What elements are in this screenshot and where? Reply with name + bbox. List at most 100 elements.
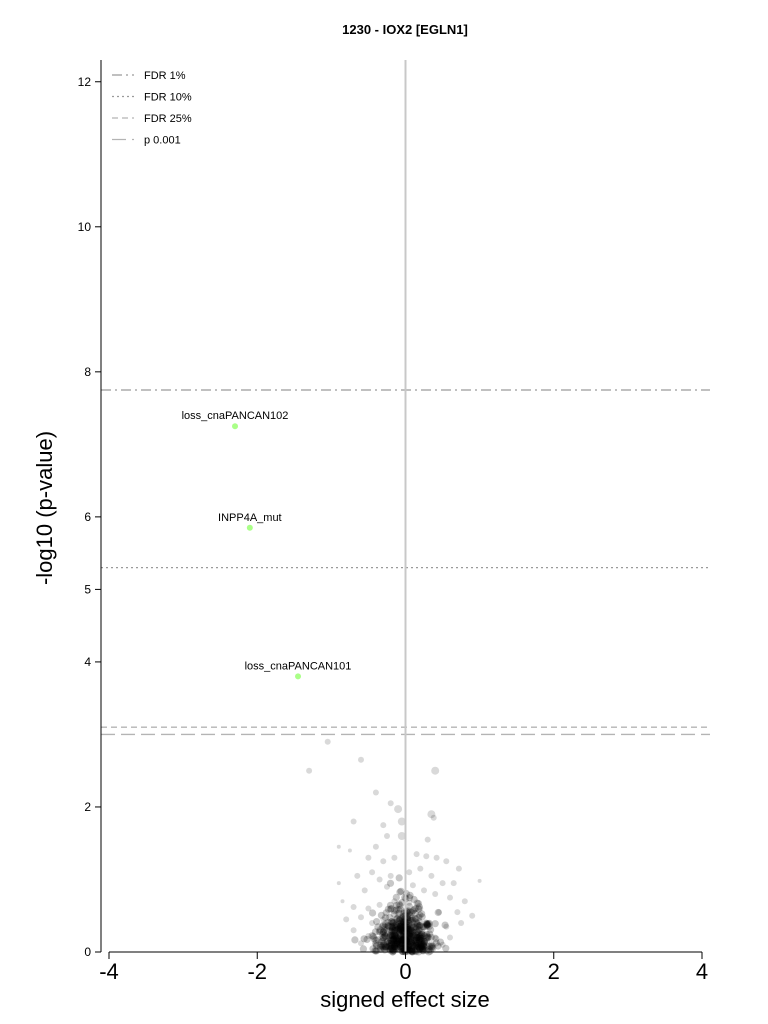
background-point	[386, 942, 394, 950]
background-point	[439, 880, 446, 887]
background-point	[387, 931, 395, 940]
background-point	[324, 738, 331, 745]
background-point	[411, 947, 419, 955]
x-axis-title: signed effect size	[320, 987, 490, 1012]
background-point	[393, 941, 401, 949]
background-point	[408, 947, 416, 955]
background-point	[377, 911, 385, 919]
background-point	[404, 941, 412, 949]
background-point	[377, 938, 386, 946]
background-point	[408, 908, 416, 917]
background-point	[414, 941, 422, 949]
background-point	[405, 894, 414, 902]
highlighted-point	[232, 423, 239, 430]
background-point	[412, 925, 420, 933]
background-point	[380, 858, 387, 865]
background-point	[384, 918, 392, 926]
background-point	[386, 901, 395, 909]
background-point	[423, 921, 431, 929]
background-point	[414, 921, 422, 929]
background-point	[395, 909, 403, 917]
background-point	[416, 921, 424, 930]
background-point	[395, 925, 403, 933]
background-point	[398, 920, 406, 929]
background-point	[434, 942, 442, 950]
background-point	[389, 935, 398, 944]
background-point	[419, 941, 427, 949]
background-point	[396, 916, 404, 924]
legend-label: FDR 10%	[144, 92, 192, 104]
background-point	[455, 865, 462, 872]
background-point	[389, 928, 397, 936]
background-point	[426, 947, 434, 955]
background-point	[447, 894, 453, 901]
background-point	[382, 920, 390, 928]
background-point	[388, 944, 396, 952]
background-point	[387, 941, 395, 949]
background-point	[419, 947, 427, 955]
background-point	[372, 936, 380, 945]
background-point	[385, 939, 393, 948]
background-point	[406, 899, 413, 906]
background-point	[396, 943, 405, 951]
background-point	[417, 943, 425, 951]
background-point	[422, 919, 430, 927]
background-point	[390, 939, 398, 947]
background-point	[428, 941, 436, 949]
background-point	[417, 932, 425, 941]
background-point	[407, 932, 415, 941]
background-point	[393, 940, 401, 948]
background-point	[406, 869, 413, 876]
background-point	[423, 934, 431, 942]
background-point	[418, 930, 426, 939]
background-point	[378, 941, 386, 950]
background-point	[427, 926, 435, 934]
background-point	[393, 943, 401, 951]
background-point	[409, 916, 417, 925]
background-point	[390, 940, 398, 948]
background-point	[418, 929, 426, 937]
background-point	[425, 922, 433, 931]
background-point	[406, 936, 414, 944]
background-point	[391, 928, 399, 936]
background-point	[395, 874, 403, 882]
background-point	[417, 941, 425, 949]
background-point	[432, 939, 440, 947]
background-point	[388, 932, 397, 941]
background-point	[423, 932, 431, 940]
background-point	[425, 919, 433, 928]
background-point	[391, 937, 399, 945]
background-point	[420, 939, 428, 947]
background-point	[415, 922, 423, 930]
background-point	[393, 944, 401, 952]
background-point	[388, 945, 396, 953]
background-point	[407, 941, 416, 950]
background-point	[408, 923, 416, 931]
background-point	[415, 943, 423, 951]
background-point	[392, 940, 400, 948]
background-point	[390, 932, 398, 940]
background-point	[394, 805, 403, 814]
background-point	[393, 940, 401, 948]
chart-title: 1230 - IOX2 [EGLN1]	[342, 22, 468, 37]
background-point	[378, 937, 387, 945]
background-point	[380, 916, 387, 923]
background-point	[354, 872, 361, 879]
y-tick-label: 4	[84, 655, 91, 669]
y-tick-label: 2	[84, 800, 91, 814]
background-point	[373, 918, 381, 926]
background-point	[422, 937, 430, 945]
background-point	[381, 923, 389, 931]
background-point	[418, 944, 426, 952]
background-point	[413, 943, 422, 951]
background-point	[392, 944, 400, 952]
background-point	[392, 935, 400, 943]
background-point	[410, 905, 419, 913]
background-point	[414, 923, 422, 931]
background-point	[396, 916, 404, 925]
background-point	[395, 926, 403, 934]
background-point	[406, 911, 414, 919]
background-point	[407, 924, 415, 932]
